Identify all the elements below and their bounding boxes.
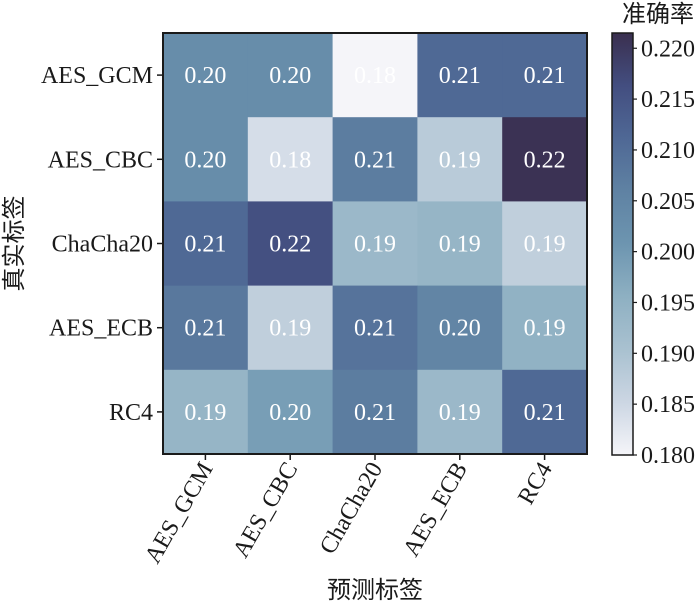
x-tick-label: RC4 — [513, 458, 558, 509]
cell-value-label: 0.19 — [269, 316, 311, 342]
heatmap-cell — [332, 285, 418, 371]
cell-value-label: 0.20 — [184, 147, 226, 173]
cell-value-label: 0.22 — [524, 147, 566, 173]
heatmap-cell — [247, 33, 334, 118]
colorbar-tick-label: 0.210 — [641, 138, 695, 164]
heatmap-cell — [163, 201, 249, 287]
colorbar-tick-label: 0.190 — [641, 341, 695, 367]
heatmap-cell — [163, 369, 249, 455]
cell-value-label: 0.21 — [184, 316, 226, 342]
colorbar-tick-label: 0.200 — [641, 240, 695, 266]
cell-value-label: 0.19 — [184, 400, 226, 426]
heatmap-cell — [247, 285, 334, 371]
heatmap-cell — [163, 33, 249, 118]
colorbar — [611, 32, 634, 456]
heatmap-cell — [502, 369, 588, 455]
heatmap-cell — [417, 285, 503, 371]
y-tick-label: ChaCha20 — [52, 232, 153, 258]
cell-value-label: 0.21 — [354, 400, 396, 426]
cell-value-label: 0.20 — [439, 316, 481, 342]
heatmap-cell — [502, 117, 588, 202]
colorbar-ticks: 0.180 0.185 0.190 0.195 0.200 0.205 0.210 0.215… — [633, 36, 695, 469]
cell-value-label: 0.21 — [184, 232, 226, 258]
heatmap-cells: 0.20 0.20 0.18 0.21 0.21 0.20 0.18 0.21 0.19 0.22… — [163, 33, 588, 455]
cell-value-label: 0.21 — [439, 63, 481, 89]
colorbar-tick-label: 0.185 — [641, 392, 695, 418]
x-tick-label: AES_GCM — [140, 458, 219, 568]
heatmap-cell — [502, 201, 588, 287]
cell-value-label: 0.19 — [524, 232, 566, 258]
colorbar-tick-label: 0.220 — [641, 36, 695, 62]
colorbar-tick-label: 0.180 — [641, 443, 695, 469]
y-tick-label: RC4 — [109, 400, 153, 426]
cell-value-label: 0.18 — [354, 63, 396, 89]
heatmap-cell — [332, 117, 418, 202]
colorbar-tick-label: 0.215 — [641, 87, 695, 113]
y-tick-label: AES_GCM — [41, 63, 153, 89]
x-tick-label: AES_ECB — [398, 458, 473, 561]
cell-value-label: 0.21 — [524, 63, 566, 89]
heatmap-cell — [332, 201, 418, 287]
cell-value-label: 0.19 — [439, 147, 481, 173]
heatmap-cell — [332, 369, 418, 455]
cell-value-label: 0.19 — [439, 232, 481, 258]
colorbar-tick-label: 0.195 — [641, 290, 695, 316]
y-tick-label: AES_ECB — [49, 316, 153, 342]
heatmap-cell — [247, 117, 334, 202]
y-axis-title: 真实标签 — [0, 196, 28, 292]
heatmap-cell — [417, 201, 503, 287]
colorbar-tick-label: 0.205 — [641, 189, 695, 215]
cell-value-label: 0.19 — [524, 316, 566, 342]
heatmap-cell — [417, 33, 503, 118]
x-tick-label: AES_CBC — [228, 458, 303, 562]
colorbar-title: 准确率 — [622, 0, 694, 28]
x-tick-label: ChaCha20 — [315, 458, 388, 559]
cell-value-label: 0.18 — [269, 147, 311, 173]
cell-value-label: 0.21 — [524, 400, 566, 426]
x-axis-title: 预测标签 — [327, 576, 423, 604]
x-axis: AES_GCM AES_CBC ChaCha20 AES_ECB RC4 — [140, 454, 558, 568]
heatmap-cell — [163, 285, 249, 371]
cell-value-label: 0.19 — [439, 400, 481, 426]
heatmap-cell — [332, 33, 418, 118]
heatmap-cell — [163, 117, 249, 202]
heatmap-cell — [417, 117, 503, 202]
cell-value-label: 0.20 — [184, 63, 226, 89]
heatmap-cell — [417, 369, 503, 455]
y-tick-label: AES_CBC — [48, 147, 153, 173]
y-axis: AES_GCM AES_CBC ChaCha20 AES_ECB RC4 — [41, 63, 163, 426]
cell-value-label: 0.22 — [269, 232, 311, 258]
cell-value-label: 0.20 — [269, 63, 311, 89]
cell-value-label: 0.21 — [354, 316, 396, 342]
cell-value-label: 0.21 — [354, 147, 396, 173]
heatmap-cell — [247, 201, 334, 287]
cell-value-label: 0.19 — [354, 232, 396, 258]
heatmap-cell — [247, 369, 334, 455]
heatmap-cell — [502, 285, 588, 371]
heatmap-cell — [502, 33, 588, 118]
cell-value-label: 0.20 — [269, 400, 311, 426]
